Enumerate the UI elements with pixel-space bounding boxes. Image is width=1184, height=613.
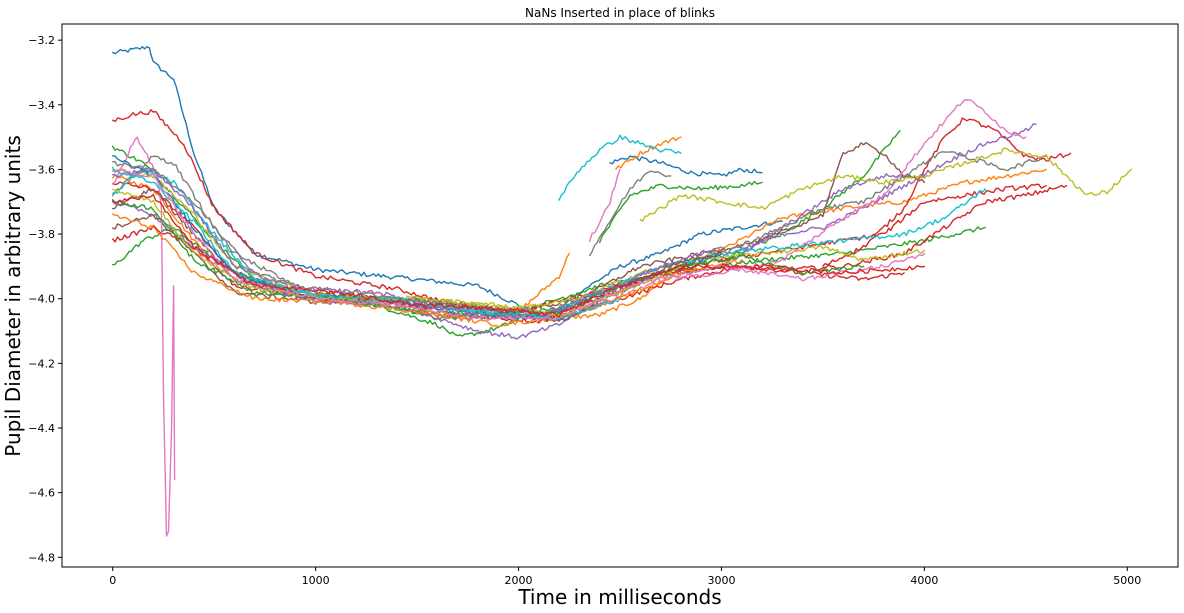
series-line-22	[639, 147, 1133, 222]
y-tick-label: −3.6	[28, 163, 55, 176]
series-line-18	[588, 168, 621, 243]
series-line-11	[822, 117, 1072, 267]
x-tick-label: 2000	[505, 574, 533, 587]
y-tick-label: −4.2	[28, 357, 55, 370]
y-tick-label: −3.2	[28, 34, 55, 47]
series-line-24	[558, 134, 682, 201]
y-tick-label: −4.4	[28, 422, 55, 435]
x-axis-label: Time in milliseconds	[517, 585, 721, 609]
series-line-34	[111, 193, 926, 318]
series-line-5	[615, 136, 682, 170]
y-tick-label: −4.0	[28, 293, 55, 306]
y-axis-label: Pupil Diameter in arbitrary units	[1, 135, 25, 457]
y-tick-label: −3.4	[28, 99, 55, 112]
x-tick-label: 1000	[302, 574, 330, 587]
y-tick-label: −3.8	[28, 228, 55, 241]
series-line-1	[111, 46, 783, 320]
x-tick-label: 4000	[910, 574, 938, 587]
x-axis-ticks: 0 1000 2000 3000 4000 5000	[109, 567, 1141, 587]
series-line-31	[111, 166, 621, 320]
series-line-28	[111, 168, 723, 321]
chart-title: NaNs Inserted in place of blinks	[525, 6, 715, 20]
series-line-4	[558, 168, 1047, 321]
plot-area-frame	[61, 23, 1179, 568]
series-line-26	[111, 200, 865, 318]
series-line-2	[609, 155, 763, 177]
y-tick-label: −4.8	[28, 551, 55, 564]
series-line-27	[111, 213, 743, 328]
series-line-30	[111, 188, 682, 318]
x-tick-label: 3000	[707, 574, 735, 587]
y-axis-ticks: −4.8 −4.6 −4.4 −4.2 −4.0 −3.8 −3.6 −3.4 −3.2	[28, 34, 62, 564]
x-tick-label: 5000	[1113, 574, 1141, 587]
series-line-20	[588, 170, 672, 257]
series-line-15	[111, 141, 926, 314]
series-line-8	[599, 180, 763, 244]
plot-lines	[111, 46, 1133, 537]
x-tick-label: 0	[109, 574, 116, 587]
series-line-14	[720, 173, 926, 267]
y-tick-label: −4.6	[28, 487, 55, 500]
